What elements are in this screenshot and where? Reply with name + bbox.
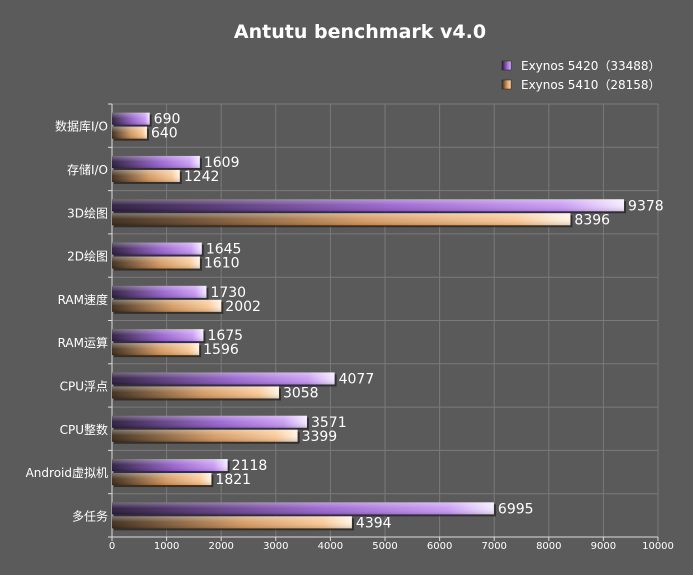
x-tick-labels: 0 1000 2000 3000 4000 5000 6000 7000 8000 9000 100… — [109, 541, 674, 552]
value-label-s0-0: 690 — [154, 112, 181, 128]
category-label-1: 存储I/O — [67, 162, 108, 177]
category-label-0: 数据库I/O — [55, 119, 108, 134]
bar-gloss-s1-0 — [112, 126, 147, 139]
value-label-s0-6: 4077 — [339, 371, 375, 387]
legend: Exynos 5420（33488） Exynos 5410（28158） — [501, 59, 661, 92]
bar-gloss-s1-9 — [112, 516, 352, 529]
bar-gloss-s0-2 — [112, 199, 625, 212]
x-tick-label-2: 2000 — [208, 541, 233, 552]
legend-label-0: Exynos 5420（33488） — [521, 59, 661, 73]
value-label-s0-2: 9378 — [628, 198, 664, 214]
x-tick-label-10: 10000 — [642, 541, 674, 552]
bar-gloss-s1-1 — [112, 169, 180, 182]
legend-swatch-0 — [501, 60, 512, 71]
value-label-s0-4: 1730 — [210, 285, 246, 301]
category-label-4: RAM速度 — [58, 292, 108, 307]
legend-swatch-1 — [501, 79, 512, 90]
x-tick-label-3: 3000 — [263, 541, 288, 552]
category-labels: 数据库I/O 存储I/O 3D绘图 2D绘图 RAM速度 RAM运算 CPU浮点 CPU整数 A… — [26, 119, 108, 524]
x-tick-label-9: 9000 — [591, 541, 616, 552]
value-label-s1-5: 1596 — [203, 342, 239, 358]
category-label-5: RAM运算 — [58, 335, 108, 350]
bar-gloss-s0-4 — [112, 285, 207, 298]
bar-gloss-s0-8 — [112, 459, 228, 472]
value-label-s1-2: 8396 — [574, 212, 610, 228]
category-label-3: 2D绘图 — [67, 249, 108, 264]
value-label-s0-9: 6995 — [498, 501, 534, 517]
bar-gloss-s0-5 — [112, 329, 204, 342]
value-label-s0-3: 1645 — [206, 242, 242, 258]
bar-gloss-s0-0 — [112, 112, 150, 125]
category-label-8: Android虚拟机 — [26, 466, 108, 480]
gridlines — [108, 103, 659, 541]
bar-gloss-s1-5 — [112, 343, 200, 356]
x-tick-label-4: 4000 — [318, 541, 343, 552]
bar-gloss-s1-2 — [112, 213, 571, 226]
value-label-s0-8: 2118 — [232, 458, 268, 474]
category-label-6: CPU浮点 — [60, 379, 108, 393]
value-label-s1-7: 3399 — [302, 429, 338, 445]
value-label-s0-7: 3571 — [311, 415, 347, 431]
value-label-s1-9: 4394 — [356, 515, 392, 531]
value-label-s1-0: 640 — [151, 126, 178, 142]
category-label-2: 3D绘图 — [67, 205, 108, 220]
x-tick-label-5: 5000 — [372, 541, 397, 552]
legend-label-1: Exynos 5410（28158） — [521, 78, 661, 92]
bar-gloss-s1-3 — [112, 256, 200, 269]
bar-gloss-s1-7 — [112, 429, 298, 442]
value-label-s1-1: 1242 — [184, 169, 220, 185]
value-label-s1-6: 3058 — [283, 385, 319, 401]
bar-gloss-s0-1 — [112, 155, 200, 168]
x-tick-label-7: 7000 — [481, 541, 506, 552]
value-label-s0-1: 1609 — [204, 155, 240, 171]
value-label-s1-4: 2002 — [225, 299, 261, 315]
x-tick-label-6: 6000 — [427, 541, 452, 552]
category-label-7: CPU整数 — [60, 422, 108, 437]
x-tick-label-0: 0 — [109, 541, 115, 552]
value-label-s0-5: 1675 — [207, 328, 243, 344]
bar-gloss-s0-7 — [112, 415, 307, 428]
bar-gloss-s0-3 — [112, 242, 202, 255]
bar-gloss-s0-6 — [112, 372, 335, 385]
value-label-s1-8: 1821 — [215, 472, 251, 488]
bar-gloss-s0-9 — [112, 502, 494, 515]
bar-gloss-s1-8 — [112, 473, 212, 486]
value-label-s1-3: 1610 — [204, 256, 240, 272]
chart-title: Antutu benchmark v4.0 — [234, 21, 486, 43]
x-tick-label-1: 1000 — [154, 541, 179, 552]
bar-gloss-s1-6 — [112, 386, 279, 399]
x-tick-label-8: 8000 — [536, 541, 561, 552]
bar-gloss-s1-4 — [112, 299, 222, 312]
category-label-9: 多任务 — [72, 508, 108, 523]
